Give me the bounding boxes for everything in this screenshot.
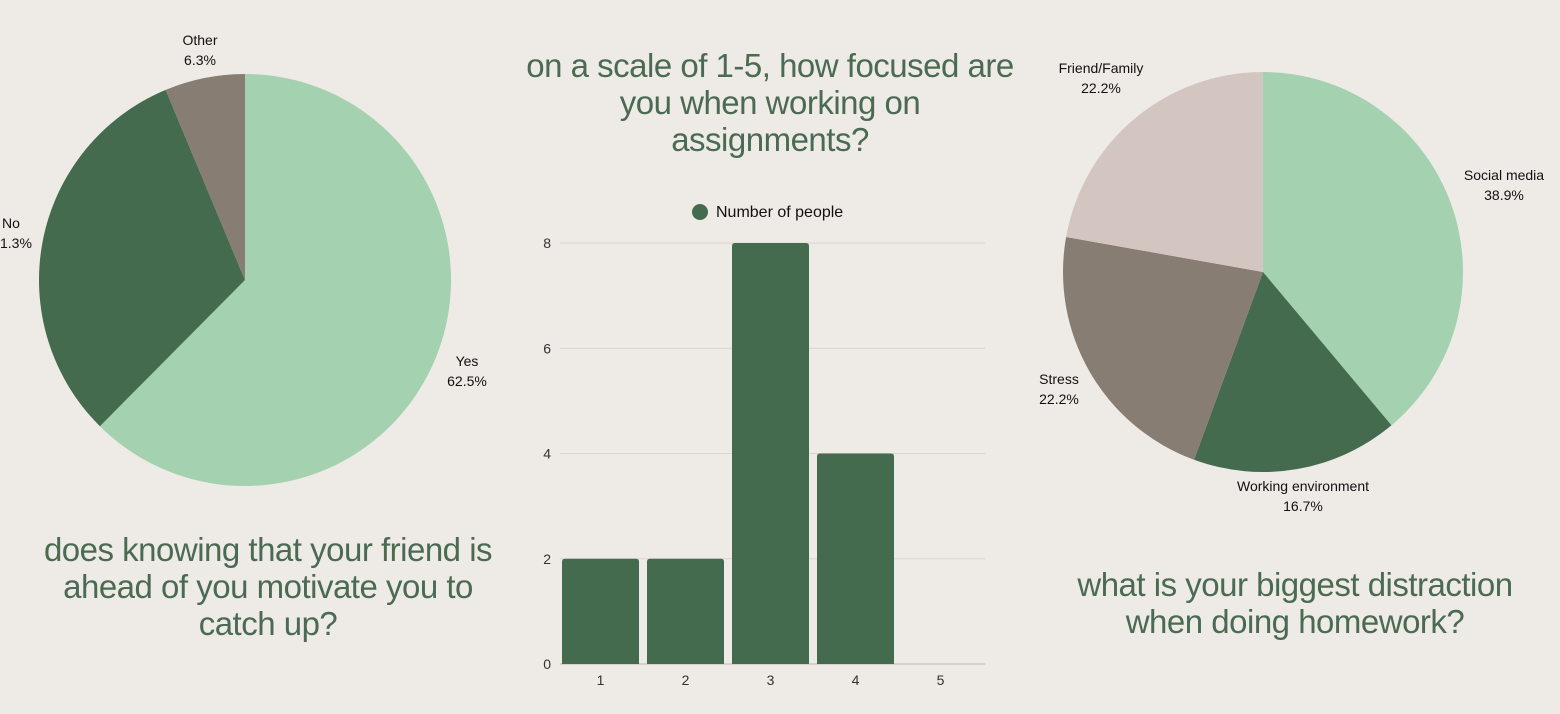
y-tick-label: 8 — [543, 235, 551, 251]
x-tick-label: 5 — [937, 672, 945, 688]
distraction-pct-social-media: 38.9% — [1484, 187, 1524, 203]
motivation-pct-yes: 62.5% — [447, 373, 487, 389]
distraction-slice-stress — [1063, 236, 1263, 460]
motivation-slice-no — [38, 89, 245, 427]
motivation-pct-other: 6.3% — [184, 52, 216, 68]
bar-chart-focus: 0 2 4 6 8 1 2 3 4 5 Number of people — [543, 204, 985, 688]
chart-title-distraction: what is your biggest distraction when do… — [1077, 566, 1513, 640]
distraction-pct-friend-family: 22.2% — [1081, 80, 1121, 96]
bar-3 — [732, 243, 809, 664]
distraction-slice-working-environment — [1194, 272, 1392, 472]
x-tick-label: 1 — [597, 672, 605, 688]
legend-marker — [692, 204, 708, 220]
y-tick-label: 0 — [543, 656, 551, 672]
chart-title-focus: on a scale of 1-5, how focused are you w… — [526, 47, 1014, 158]
motivation-slice-other — [165, 74, 245, 280]
y-tick-label: 4 — [543, 446, 551, 462]
distraction-label-stress: Stress — [1039, 371, 1079, 387]
pie-chart-motivation: Yes 62.5% No 1.3% Other 6.3% — [0, 32, 487, 486]
distraction-label-social-media: Social media — [1464, 167, 1544, 183]
motivation-label-yes: Yes — [456, 353, 479, 369]
distraction-slice-friend-family — [1066, 72, 1263, 272]
bar-2 — [647, 558, 724, 664]
x-tick-label: 2 — [682, 672, 690, 688]
bar-4 — [817, 453, 894, 664]
distraction-label-working-environment: Working environment — [1237, 478, 1369, 494]
motivation-pct-no: 1.3% — [0, 235, 32, 251]
y-tick-label: 6 — [543, 340, 551, 356]
y-tick-label: 2 — [543, 551, 551, 567]
distraction-pct-working-environment: 16.7% — [1283, 498, 1323, 514]
motivation-label-no: No — [2, 215, 20, 231]
chart-title-motivation: does knowing that your friend is ahead o… — [43, 531, 493, 642]
distraction-label-friend-family: Friend/Family — [1059, 60, 1144, 76]
x-tick-label: 3 — [767, 672, 775, 688]
distraction-slice-social-media — [1263, 72, 1464, 426]
x-tick-label: 4 — [852, 672, 860, 688]
bar-1 — [562, 558, 639, 664]
legend-label: Number of people — [716, 204, 843, 221]
distraction-pct-stress: 22.2% — [1039, 391, 1079, 407]
motivation-label-other: Other — [182, 32, 217, 48]
motivation-slice-yes — [99, 74, 452, 486]
pie-chart-distraction: Social media 38.9% Working environment 16.7… — [1039, 60, 1544, 514]
